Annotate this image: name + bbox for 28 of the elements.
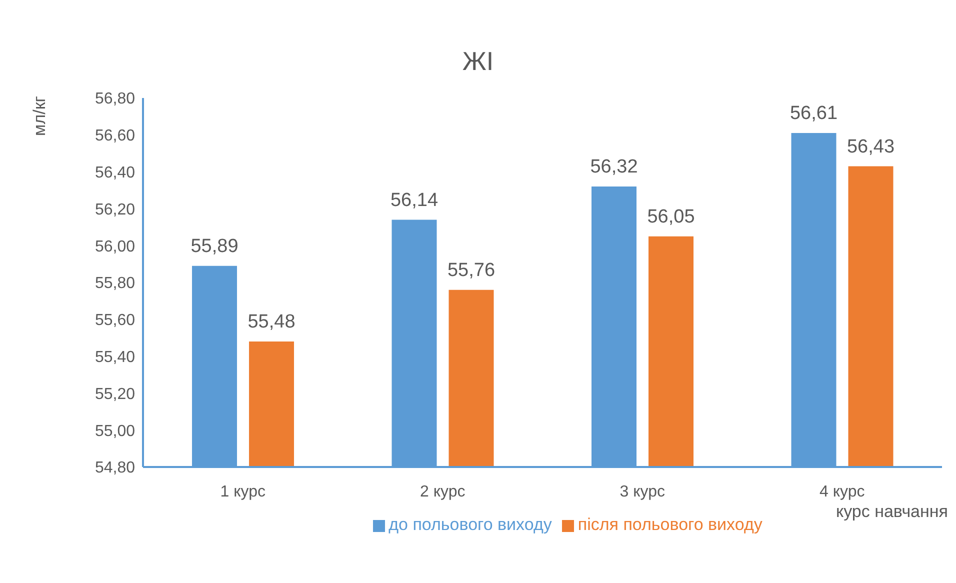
y-tick-label: 56,60 <box>94 128 136 145</box>
y-tick-label: 56,00 <box>94 238 136 256</box>
y-tick-label: 56,40 <box>94 164 136 182</box>
data-label: 55,48 <box>248 312 296 333</box>
x-axis-title: курс навчання <box>836 502 948 522</box>
x-tick-label: 3 курс <box>620 483 665 500</box>
y-tick-label: 54,80 <box>94 460 136 477</box>
chart-title: ЖІ <box>461 46 495 77</box>
y-tick-label: 56,20 <box>94 201 136 218</box>
y-tick-label: 56,80 <box>94 90 136 108</box>
data-label: 55,89 <box>190 236 238 257</box>
y-tick-label: 55,40 <box>94 348 136 366</box>
y-tick-label: 55,00 <box>94 422 136 440</box>
y-axis-title: мл/кг <box>30 96 50 136</box>
data-label: 56,43 <box>846 136 895 158</box>
data-label: 56,14 <box>390 190 438 211</box>
y-tick-label: 55,60 <box>94 312 136 330</box>
legend-label: до польового виходу <box>388 515 552 534</box>
y-tick-label: 55,80 <box>94 275 136 292</box>
legend-label: після польового виходу <box>578 515 762 534</box>
data-label: 55,76 <box>447 260 496 281</box>
x-tick-label: 1 курс <box>220 483 266 500</box>
data-label: 56,61 <box>790 103 838 124</box>
x-tick-label: 4 курс <box>820 483 865 500</box>
x-tick-label: 2 курс <box>420 483 466 500</box>
y-tick-label: 55,20 <box>94 386 136 403</box>
data-label: 56,32 <box>590 156 638 178</box>
data-label: 56,05 <box>647 206 695 228</box>
